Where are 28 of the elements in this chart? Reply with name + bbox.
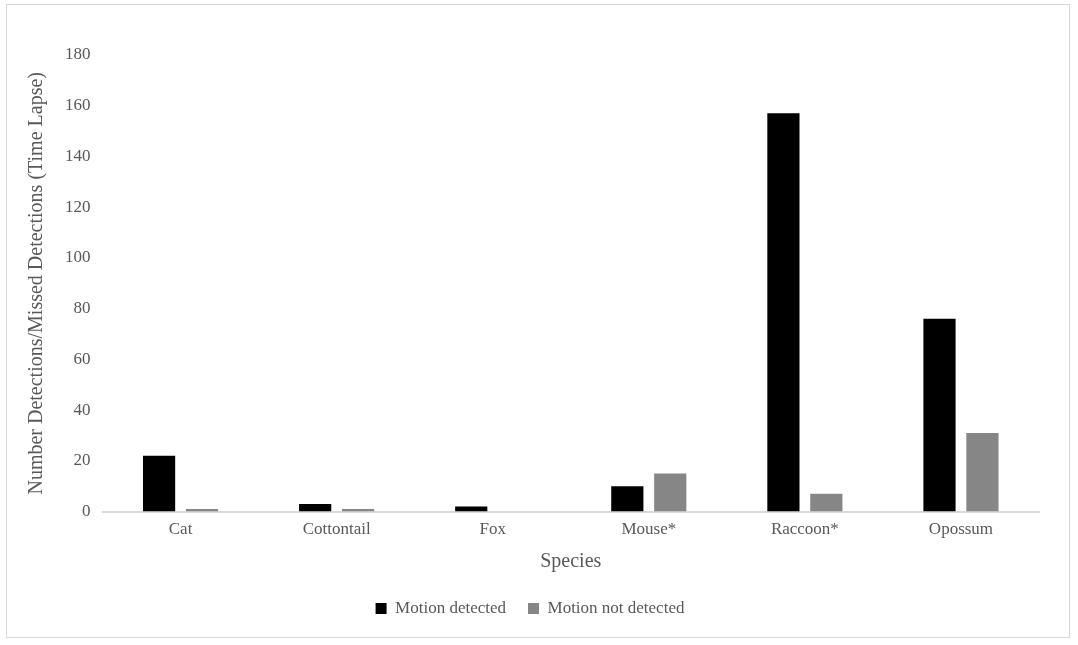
x-tick-label: Fox: [479, 519, 507, 539]
y-tick-label: 0: [82, 501, 91, 521]
y-axis-title: Number Detections/Missed Detections (Time Lapse): [24, 72, 48, 495]
y-tick-label: 120: [65, 196, 91, 216]
y-tick-label: 140: [65, 145, 91, 165]
bar: [810, 493, 843, 512]
y-tick-label: 20: [73, 450, 91, 470]
x-tick-label: Opossum: [928, 519, 994, 539]
bar: [299, 503, 332, 512]
y-tick-label: 160: [65, 95, 91, 115]
legend-label: Motion not detected: [547, 597, 685, 617]
bar: [767, 113, 800, 512]
x-tick-label: Raccoon*: [770, 519, 839, 539]
bar: [654, 473, 687, 512]
x-tick-label: Mouse*: [621, 519, 677, 539]
bar: [142, 455, 176, 512]
bar: [923, 318, 956, 512]
y-tick-label: 80: [73, 298, 91, 318]
legend-label: Motion detected: [395, 597, 507, 617]
y-tick-label: 40: [73, 399, 91, 419]
y-tick-label: 180: [65, 44, 91, 64]
bar: [966, 432, 999, 512]
y-tick-label: 100: [65, 247, 91, 267]
bar: [611, 486, 644, 512]
y-tick-label: 60: [73, 348, 91, 368]
x-tick-label: Cottontail: [302, 519, 371, 539]
x-tick-label: Cat: [168, 519, 193, 539]
x-axis-title: Species: [540, 549, 602, 573]
